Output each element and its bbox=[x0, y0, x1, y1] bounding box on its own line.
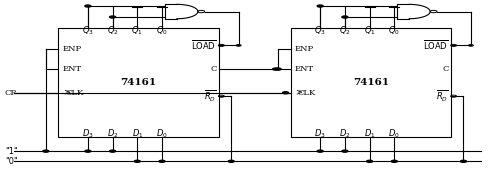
Text: 74161: 74161 bbox=[120, 78, 157, 87]
Text: $Q_0$: $Q_0$ bbox=[156, 24, 168, 37]
Circle shape bbox=[317, 5, 323, 7]
Text: ENP: ENP bbox=[62, 45, 82, 53]
Text: "1": "1" bbox=[5, 147, 17, 156]
Text: 74161: 74161 bbox=[353, 78, 389, 87]
Text: CLK: CLK bbox=[65, 89, 83, 97]
Circle shape bbox=[317, 150, 323, 152]
Text: $D_1$: $D_1$ bbox=[364, 127, 375, 140]
Text: $D_0$: $D_0$ bbox=[389, 127, 400, 140]
Text: "0": "0" bbox=[5, 157, 17, 166]
Text: $Q_0$: $Q_0$ bbox=[388, 24, 400, 37]
Text: $Q_1$: $Q_1$ bbox=[131, 24, 143, 37]
Circle shape bbox=[159, 160, 165, 162]
Text: ENP: ENP bbox=[294, 45, 314, 53]
Circle shape bbox=[391, 160, 397, 162]
Circle shape bbox=[342, 16, 348, 18]
Text: $Q_3$: $Q_3$ bbox=[82, 24, 94, 37]
Text: ENT: ENT bbox=[62, 65, 82, 73]
Text: C: C bbox=[442, 65, 449, 73]
Text: $D_3$: $D_3$ bbox=[82, 127, 94, 140]
Text: $Q_1$: $Q_1$ bbox=[364, 24, 375, 37]
Text: $Q_2$: $Q_2$ bbox=[339, 24, 351, 37]
Text: $D_0$: $D_0$ bbox=[156, 127, 168, 140]
Circle shape bbox=[110, 16, 116, 18]
Circle shape bbox=[228, 160, 234, 162]
Circle shape bbox=[275, 68, 281, 70]
Text: CP: CP bbox=[5, 89, 17, 97]
Text: ENT: ENT bbox=[294, 65, 314, 73]
Circle shape bbox=[43, 150, 49, 152]
Circle shape bbox=[273, 68, 279, 70]
Circle shape bbox=[367, 160, 373, 162]
Text: $D_3$: $D_3$ bbox=[314, 127, 326, 140]
Circle shape bbox=[85, 5, 91, 7]
Text: $\overline{\mathrm{LOAD}}$: $\overline{\mathrm{LOAD}}$ bbox=[423, 38, 449, 52]
Circle shape bbox=[342, 150, 348, 152]
Text: $D_2$: $D_2$ bbox=[339, 127, 351, 140]
Circle shape bbox=[134, 160, 140, 162]
Text: $>$: $>$ bbox=[62, 88, 72, 97]
Text: $\overline{R_D}$: $\overline{R_D}$ bbox=[436, 88, 449, 104]
Text: $D_2$: $D_2$ bbox=[107, 127, 118, 140]
Circle shape bbox=[110, 150, 116, 152]
Text: C: C bbox=[210, 65, 216, 73]
Circle shape bbox=[461, 160, 467, 162]
Circle shape bbox=[283, 92, 289, 94]
Text: $D_1$: $D_1$ bbox=[132, 127, 143, 140]
Text: $Q_2$: $Q_2$ bbox=[107, 24, 118, 37]
Text: $>$: $>$ bbox=[294, 88, 304, 97]
Text: CLK: CLK bbox=[297, 89, 316, 97]
Text: $Q_3$: $Q_3$ bbox=[314, 24, 326, 37]
Text: $\overline{R_D}$: $\overline{R_D}$ bbox=[204, 88, 216, 104]
Circle shape bbox=[85, 150, 91, 152]
Text: $\overline{\mathrm{LOAD}}$: $\overline{\mathrm{LOAD}}$ bbox=[191, 38, 216, 52]
